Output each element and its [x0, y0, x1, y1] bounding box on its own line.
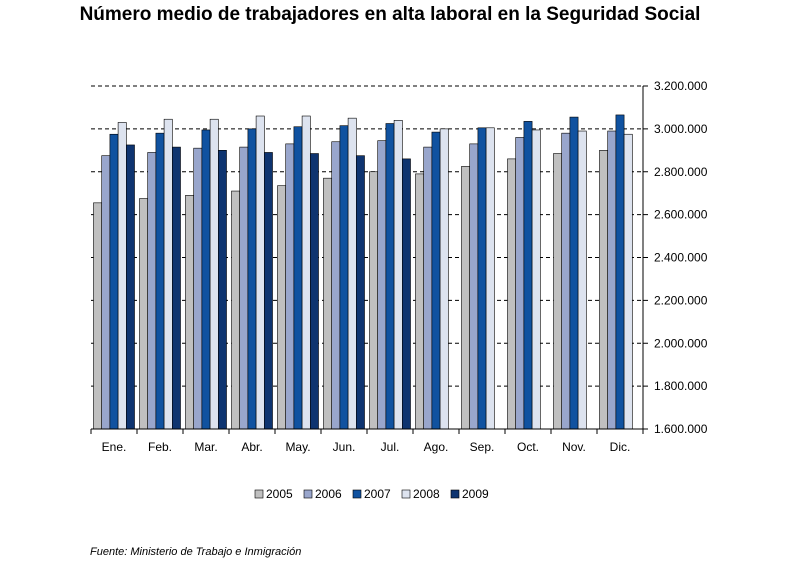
bars: [93, 114, 633, 430]
x-tick-label: Abr.: [241, 440, 262, 454]
bar-2005-ago: [415, 173, 424, 430]
bar-2007-jun: [339, 125, 349, 430]
bar-2009-jul: [401, 158, 411, 430]
y-tick-label: 3.200.000: [654, 79, 708, 93]
bar-2005-sep: [461, 166, 470, 430]
y-tick-label: 2.800.000: [654, 165, 708, 179]
x-tick-label: Feb.: [148, 440, 172, 454]
legend-swatch-2007: [352, 489, 362, 499]
bar-2005-jul: [369, 171, 378, 430]
bar-2007-abr: [247, 128, 257, 430]
bar-2006-jul: [377, 140, 387, 430]
bar-2005-feb: [139, 198, 148, 430]
chart-title: Número medio de trabajadores en alta lab…: [79, 4, 701, 25]
bar-2005-mar: [185, 195, 194, 430]
bar-2007-oct: [523, 121, 533, 430]
legend: 2005 2006 2007 2008 2009: [254, 487, 489, 501]
bar-2008-may: [301, 115, 311, 430]
x-tick-label: Mar.: [194, 440, 217, 454]
bar-2006-may: [285, 143, 295, 430]
bar-2007-may: [293, 126, 303, 430]
x-tick-label: Jun.: [333, 440, 356, 454]
legend-label-2007: 2007: [364, 487, 391, 501]
bar-2005-may: [277, 185, 286, 430]
x-tick-label: Oct.: [517, 440, 539, 454]
bar-2009-mar: [218, 150, 227, 430]
y-tick-label: 2.600.000: [654, 208, 708, 222]
bar-2007-dic: [615, 114, 625, 430]
bar-2008-nov: [577, 130, 587, 430]
bar-2005-nov: [553, 153, 562, 430]
bar-2007-sep: [477, 127, 487, 430]
legend-label-2008: 2008: [413, 487, 440, 501]
legend-label-2006: 2006: [315, 487, 342, 501]
bar-2006-feb: [147, 152, 157, 430]
bar-2007-nov: [569, 116, 579, 430]
x-tick-label: Sep.: [470, 440, 495, 454]
source-note: Fuente: Ministerio de Trabajo e Inmigrac…: [90, 546, 302, 558]
legend-label-2005: 2005: [266, 487, 293, 501]
bar-2005-jun: [323, 177, 332, 430]
y-tick-label: 2.000.000: [654, 336, 708, 350]
bar-2008-jun: [347, 117, 357, 430]
bar-2008-dic: [623, 133, 633, 430]
bar-2006-ago: [423, 146, 433, 430]
bar-2009-ene: [126, 144, 135, 430]
bar-2006-oct: [515, 137, 525, 430]
bar-2009-jun: [355, 155, 365, 430]
bar-2007-mar: [201, 129, 211, 430]
bar-2006-sep: [469, 143, 479, 430]
legend-label-2009: 2009: [462, 487, 489, 501]
bar-2006-abr: [239, 146, 249, 430]
y-tick-label: 3.000.000: [654, 122, 708, 136]
bar-2006-jun: [331, 141, 341, 430]
bar-2009-may: [309, 153, 319, 430]
bar-2008-oct: [531, 129, 541, 430]
x-tick-label: Ene.: [102, 440, 127, 454]
y-tick-label: 1.600.000: [654, 422, 708, 436]
bar-2008-jul: [393, 120, 403, 430]
bar-2006-mar: [193, 147, 203, 430]
bar-2006-ene: [101, 155, 111, 430]
bar-2006-dic: [607, 130, 617, 430]
y-tick-label: 2.400.000: [654, 251, 708, 265]
x-tick-label: May.: [285, 440, 310, 454]
bar-2005-dic: [599, 150, 608, 430]
x-tick-label: Nov.: [562, 440, 586, 454]
y-tick-label: 1.800.000: [654, 379, 708, 393]
bar-2008-ene: [117, 122, 127, 430]
y-tick-label: 2.200.000: [654, 293, 708, 307]
axes: 1.600.000 1.800.000 2.000.000 2.200.000 2.40…: [90, 79, 708, 454]
bar-2007-feb: [155, 132, 165, 430]
gridlines: [91, 85, 643, 387]
legend-swatch-2006: [303, 489, 313, 499]
x-tick-label: Jul.: [381, 440, 400, 454]
legend-swatch-2008: [401, 489, 411, 499]
x-tick-label: Dic.: [610, 440, 631, 454]
bar-2006-nov: [561, 132, 571, 430]
bar-2007-jul: [385, 123, 395, 430]
bar-2008-abr: [255, 115, 265, 430]
bar-2009-feb: [172, 146, 181, 430]
legend-swatch-2005: [254, 489, 264, 499]
bar-2009-abr: [263, 152, 273, 430]
bar-2007-ago: [431, 131, 441, 430]
x-tick-label: Ago.: [424, 440, 449, 454]
bar-2008-feb: [163, 118, 173, 430]
bar-2005-oct: [507, 158, 516, 430]
bar-2005-ene: [93, 202, 102, 430]
bar-2008-sep: [485, 127, 495, 430]
bar-2005-abr: [231, 190, 240, 430]
legend-swatch-2009: [450, 489, 460, 499]
bar-2008-mar: [209, 118, 219, 430]
bar-2008-ago: [439, 128, 449, 430]
bar-2007-ene: [109, 133, 119, 430]
